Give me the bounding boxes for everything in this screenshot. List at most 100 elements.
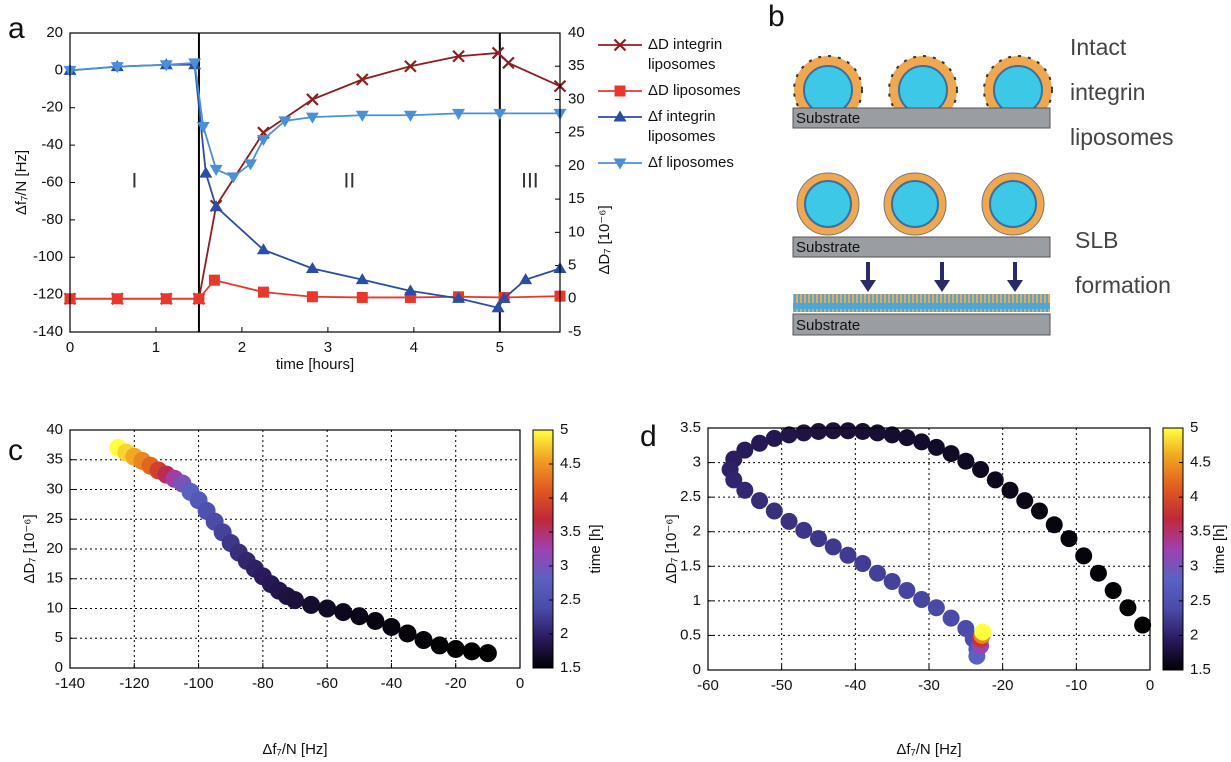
x-tick-label: 3: [324, 339, 332, 356]
point: [334, 603, 353, 622]
point: [765, 429, 783, 447]
marker: [226, 172, 240, 184]
x-tick-label: -20: [992, 677, 1014, 694]
marker: [452, 291, 466, 303]
marker: [493, 108, 507, 120]
region-label: II: [344, 170, 356, 193]
legend-symbol: [598, 110, 642, 122]
y2-tick-label: 35: [568, 57, 585, 74]
point: [913, 590, 931, 608]
point: [795, 424, 813, 442]
substrate-label: Substrate: [796, 110, 860, 127]
series-line: [70, 279, 561, 300]
marker: [306, 291, 318, 303]
marker: [110, 62, 124, 74]
point: [1075, 547, 1093, 565]
y-tick-label: 15: [46, 570, 63, 587]
point: [868, 424, 886, 442]
y2-axis-label: ΔD₇ [10⁻⁶]: [596, 205, 613, 274]
colorbar-tick-label: 4.5: [560, 455, 581, 472]
point: [942, 609, 960, 627]
x-tick-label: 0: [516, 675, 524, 692]
x-tick-label: -50: [771, 677, 793, 694]
marker: [193, 293, 205, 305]
marker: [111, 293, 123, 305]
marker: [613, 158, 627, 170]
y2-tick-label: 25: [568, 124, 585, 141]
y2-tick-label: 10: [568, 223, 585, 240]
point: [1089, 564, 1107, 582]
y-tick-label: 25: [46, 510, 63, 527]
point: [913, 433, 931, 451]
point: [974, 623, 992, 641]
y2-tick-label: 5: [568, 257, 576, 274]
marker: [613, 38, 627, 52]
y-tick-label: 0.5: [680, 626, 701, 643]
colorbar-tick-label: 3: [560, 557, 568, 574]
x-tick-label: -80: [252, 675, 274, 692]
point: [414, 631, 433, 650]
point: [736, 481, 754, 499]
marker: [256, 243, 270, 255]
point: [942, 445, 960, 463]
colorbar-tick-label: 5: [1190, 419, 1198, 436]
y-tick-label: 10: [46, 599, 63, 616]
colorbar-tick-label: 1.5: [1190, 661, 1211, 678]
colorbar-tick-label: 5: [560, 421, 568, 438]
x-tick-label: -40: [844, 677, 866, 694]
marker: [452, 49, 465, 63]
point: [839, 422, 857, 440]
legend-label: Δf integrin liposomes: [648, 108, 716, 145]
y-tick-label: 1.5: [680, 557, 701, 574]
x-tick-label: -120: [119, 675, 149, 692]
y2-tick-label: 30: [568, 90, 585, 107]
y-tick-label: -60: [41, 173, 63, 190]
arrows: [860, 262, 1023, 292]
point: [972, 460, 990, 478]
marker: [305, 112, 319, 124]
bilayer: [793, 294, 1050, 312]
marker: [403, 284, 417, 296]
point: [898, 581, 916, 599]
legend: ΔD integrin liposomes ΔD liposomes Δf inte…: [596, 35, 781, 179]
marker: [519, 273, 533, 285]
point: [1031, 502, 1048, 520]
panel-label: c: [8, 434, 23, 467]
x-tick-label: -40: [381, 675, 403, 692]
y-tick-label: -100: [33, 248, 63, 265]
point: [382, 617, 401, 636]
marker: [491, 301, 505, 313]
point: [318, 599, 337, 618]
marker: [160, 293, 172, 305]
marker: [256, 135, 270, 147]
marker: [208, 274, 220, 286]
y-tick-label: 20: [46, 540, 63, 557]
x-tick-label: 2: [238, 339, 246, 356]
substrate: [792, 236, 1051, 258]
substrate-label: Substrate: [796, 317, 860, 334]
point: [1060, 530, 1078, 548]
legend-symbol: [598, 38, 642, 52]
colorbar-tick-label: 2.5: [560, 591, 581, 608]
region-label: III: [521, 170, 539, 193]
x-axis-label: time [hours]: [276, 356, 354, 373]
point: [824, 422, 842, 440]
panel-label: d: [640, 420, 657, 453]
point: [751, 492, 769, 510]
y2-tick-label: 0: [568, 290, 576, 307]
colorbar-label: time [h]: [1211, 524, 1228, 573]
marker: [244, 159, 258, 171]
y-axis-label: ΔD₇ [10⁻⁶]: [663, 514, 680, 583]
y-tick-label: 3.5: [680, 419, 701, 436]
y-tick-label: 0: [55, 659, 63, 676]
marker: [305, 261, 319, 273]
legend-entry: Δf integrin liposomes: [596, 107, 781, 147]
y-tick-label: 3: [693, 454, 701, 471]
marker: [355, 110, 369, 122]
colorbar-tick-label: 4.5: [1190, 454, 1211, 471]
colorbar-tick-label: 2: [1190, 626, 1198, 643]
substrate: [792, 313, 1051, 336]
y-tick-label: -40: [41, 136, 63, 153]
